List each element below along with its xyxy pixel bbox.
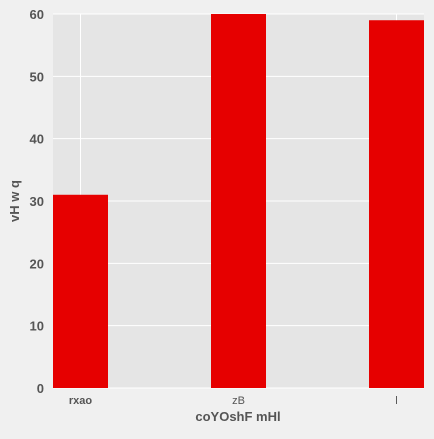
y-tick-label: 50 bbox=[30, 69, 44, 84]
x-tick-label: l bbox=[395, 395, 397, 407]
y-tick-label: 20 bbox=[30, 256, 44, 271]
y-axis-label: vH w q bbox=[7, 180, 22, 222]
bar-zB bbox=[211, 14, 266, 388]
x-axis-label: coYOshF mHl bbox=[195, 409, 280, 424]
y-tick-label: 30 bbox=[30, 194, 44, 209]
y-tick-label: 10 bbox=[30, 319, 44, 334]
y-tick-label: 40 bbox=[30, 132, 44, 147]
x-tick-label: rxao bbox=[69, 395, 93, 407]
bar-rxao bbox=[53, 194, 108, 388]
y-tick-label: 0 bbox=[37, 381, 44, 396]
y-tick-label: 60 bbox=[30, 7, 44, 22]
y-tick-labels: 0 10 20 30 40 50 60 bbox=[30, 7, 44, 396]
bars bbox=[53, 14, 424, 388]
x-tick-labels: rxao zB l bbox=[69, 395, 398, 407]
bar-l bbox=[369, 20, 424, 388]
x-tick-label: zB bbox=[232, 395, 245, 407]
